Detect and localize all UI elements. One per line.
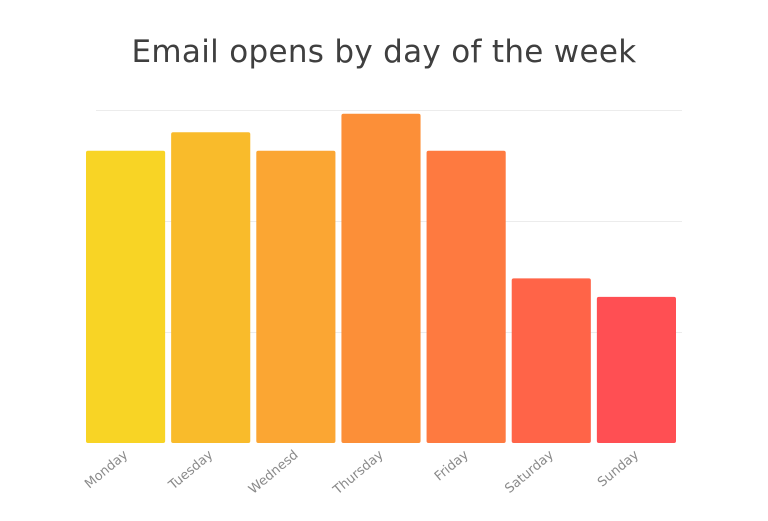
- tick-label-monday: Monday: [82, 447, 131, 492]
- tick-label-sunday: Sunday: [595, 447, 642, 490]
- tick-label-wednesday: Wednesd: [246, 448, 301, 498]
- bar-friday[interactable]: [426, 150, 506, 443]
- bar-saturday[interactable]: [511, 278, 591, 443]
- bar-tuesday[interactable]: [171, 132, 251, 443]
- tick-label-thursday: Thursday: [330, 447, 387, 498]
- tick-label-saturday: Saturday: [502, 447, 557, 496]
- bar-wednesday[interactable]: [256, 150, 336, 443]
- tick-label-friday: Friday: [432, 447, 472, 484]
- bars: [86, 113, 676, 443]
- tick-label-tuesday: Tuesday: [165, 447, 216, 493]
- chart-title: Email opens by day of the week: [131, 34, 637, 70]
- bar-monday[interactable]: [86, 150, 166, 443]
- x-axis-tick-labels: Monday Tuesday Wednesd Thursday Friday Saturd…: [82, 447, 642, 498]
- bar-thursday[interactable]: [341, 113, 421, 443]
- bar-sunday[interactable]: [596, 296, 676, 443]
